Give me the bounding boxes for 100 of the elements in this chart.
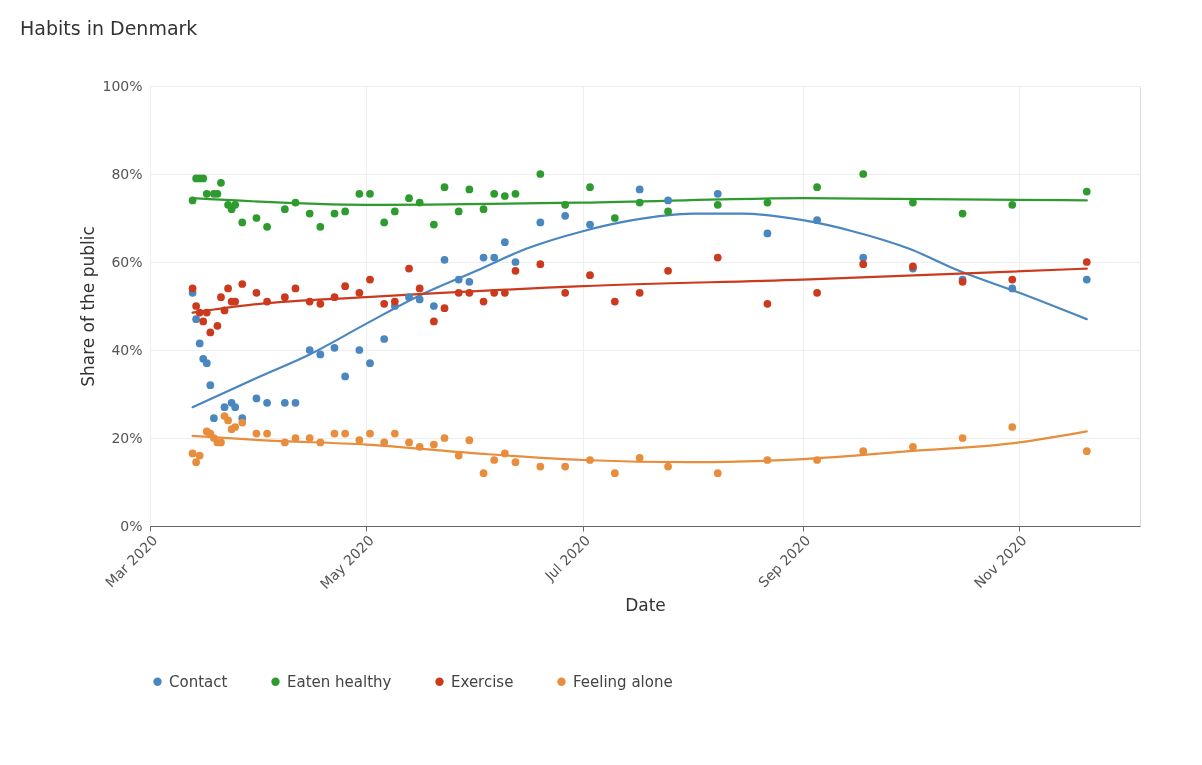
point	[341, 282, 350, 291]
point	[430, 220, 438, 229]
point	[263, 222, 271, 231]
point	[430, 317, 438, 326]
point	[210, 414, 218, 423]
point	[536, 170, 545, 178]
point	[316, 222, 325, 231]
point	[366, 189, 374, 198]
point	[355, 436, 364, 445]
point	[440, 183, 449, 192]
point	[280, 293, 289, 302]
point	[536, 218, 545, 227]
chart-title: Habits in Denmark	[20, 17, 198, 39]
point	[1008, 200, 1017, 209]
y-axis-title: Share of the public	[78, 226, 99, 387]
point	[231, 403, 240, 412]
point	[430, 440, 438, 449]
point	[465, 185, 474, 194]
point	[511, 458, 520, 467]
point	[454, 275, 463, 284]
point	[635, 288, 644, 297]
point	[195, 308, 204, 317]
point	[330, 429, 339, 438]
point	[586, 271, 594, 280]
point	[280, 205, 289, 214]
point	[479, 205, 488, 214]
point	[763, 456, 772, 464]
point	[440, 255, 449, 264]
point	[380, 299, 389, 308]
point	[536, 260, 545, 269]
point	[763, 299, 772, 308]
point	[586, 220, 594, 229]
point	[217, 178, 225, 187]
point	[415, 198, 424, 207]
legend-label: Feeling alone	[573, 672, 673, 691]
point	[813, 183, 821, 192]
point	[859, 170, 868, 178]
point	[355, 288, 364, 297]
point	[390, 297, 399, 306]
point	[500, 238, 509, 247]
point	[490, 288, 499, 297]
point	[291, 198, 300, 207]
point	[561, 288, 570, 297]
point	[366, 359, 374, 368]
point	[1008, 423, 1017, 431]
point	[1082, 275, 1091, 284]
point	[1082, 447, 1091, 456]
point	[252, 288, 261, 297]
line-series	[191, 212, 1088, 409]
point	[511, 189, 520, 198]
point	[1082, 187, 1091, 196]
point	[238, 280, 247, 288]
point	[664, 207, 672, 216]
point	[664, 462, 672, 471]
point	[454, 207, 463, 216]
point	[238, 418, 247, 427]
point	[500, 192, 509, 200]
point	[366, 429, 374, 438]
point	[188, 196, 197, 205]
point	[813, 216, 821, 225]
point	[415, 284, 424, 293]
point	[479, 253, 488, 262]
point	[713, 189, 722, 198]
point	[813, 288, 821, 297]
point	[224, 284, 232, 293]
y-tick-label: 100%	[102, 77, 143, 94]
point	[561, 211, 570, 220]
point	[305, 209, 314, 218]
point	[586, 456, 594, 464]
point	[664, 196, 672, 205]
point	[958, 434, 967, 442]
point	[635, 185, 644, 194]
point	[305, 346, 314, 354]
point	[330, 343, 339, 352]
point	[479, 297, 488, 306]
point	[341, 372, 350, 381]
point	[610, 297, 619, 306]
point	[280, 398, 289, 407]
point	[217, 293, 225, 302]
x-axis-title: Date	[625, 595, 666, 616]
point	[405, 264, 413, 273]
point	[252, 214, 261, 222]
point	[263, 297, 271, 306]
point	[341, 207, 350, 216]
point	[330, 293, 339, 302]
point	[859, 260, 868, 269]
point	[405, 293, 413, 302]
point	[500, 449, 509, 458]
point	[263, 429, 271, 438]
point	[192, 315, 200, 324]
point	[713, 200, 722, 209]
point	[511, 266, 520, 275]
point	[610, 469, 619, 478]
point	[1008, 284, 1017, 293]
point	[405, 194, 413, 203]
point	[813, 456, 821, 464]
point	[465, 288, 474, 297]
point	[909, 442, 917, 451]
point	[390, 429, 399, 438]
point	[231, 200, 240, 209]
